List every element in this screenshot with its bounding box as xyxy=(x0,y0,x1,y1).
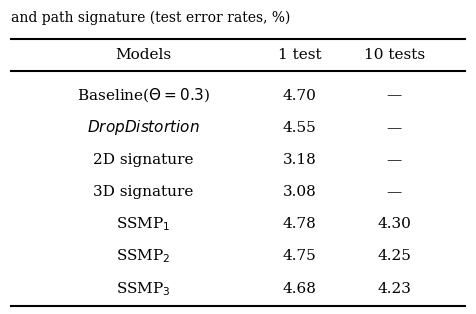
Text: 2D signature: 2D signature xyxy=(93,153,194,167)
Text: —: — xyxy=(387,185,402,199)
Text: 4.55: 4.55 xyxy=(283,121,317,135)
Text: SSMP$_2$: SSMP$_2$ xyxy=(116,248,171,265)
Text: 4.30: 4.30 xyxy=(377,217,411,231)
Text: 4.68: 4.68 xyxy=(283,282,317,296)
Text: 3.08: 3.08 xyxy=(283,185,317,199)
Text: —: — xyxy=(387,153,402,167)
Text: 1 test: 1 test xyxy=(278,48,321,62)
Text: 4.78: 4.78 xyxy=(283,217,317,231)
Text: 4.75: 4.75 xyxy=(283,250,317,263)
Text: $\mathit{DropDistortion}$: $\mathit{DropDistortion}$ xyxy=(87,118,200,137)
Text: 4.70: 4.70 xyxy=(283,89,317,103)
Text: Models: Models xyxy=(115,48,171,62)
Text: —: — xyxy=(387,89,402,103)
Text: Baseline($\Theta = 0.3$): Baseline($\Theta = 0.3$) xyxy=(77,87,210,104)
Text: SSMP$_1$: SSMP$_1$ xyxy=(116,215,171,233)
Text: 10 tests: 10 tests xyxy=(364,48,425,62)
Text: —: — xyxy=(387,121,402,135)
Text: 4.23: 4.23 xyxy=(377,282,411,296)
Text: 4.25: 4.25 xyxy=(377,250,411,263)
Text: SSMP$_3$: SSMP$_3$ xyxy=(116,280,171,298)
Text: 3D signature: 3D signature xyxy=(93,185,194,199)
Text: and path signature (test error rates, %): and path signature (test error rates, %) xyxy=(11,11,290,25)
Text: 3.18: 3.18 xyxy=(283,153,317,167)
